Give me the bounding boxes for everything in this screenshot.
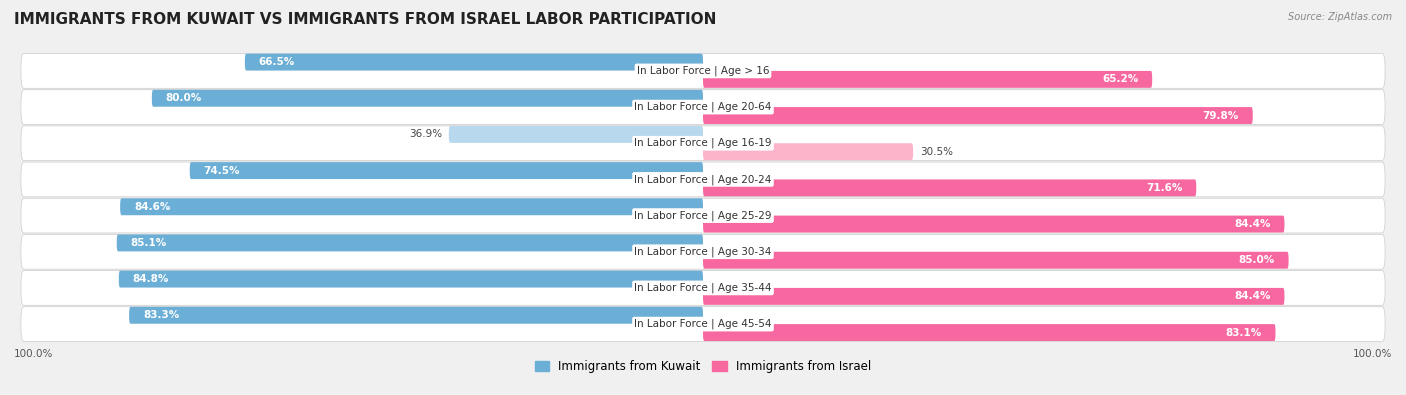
- Text: In Labor Force | Age > 16: In Labor Force | Age > 16: [637, 66, 769, 76]
- FancyBboxPatch shape: [152, 90, 703, 107]
- FancyBboxPatch shape: [21, 126, 1385, 161]
- Text: 84.8%: 84.8%: [132, 274, 169, 284]
- Text: IMMIGRANTS FROM KUWAIT VS IMMIGRANTS FROM ISRAEL LABOR PARTICIPATION: IMMIGRANTS FROM KUWAIT VS IMMIGRANTS FRO…: [14, 12, 717, 27]
- FancyBboxPatch shape: [703, 324, 1275, 341]
- Text: 71.6%: 71.6%: [1146, 183, 1182, 193]
- Text: In Labor Force | Age 20-24: In Labor Force | Age 20-24: [634, 174, 772, 185]
- FancyBboxPatch shape: [21, 54, 1385, 88]
- FancyBboxPatch shape: [21, 198, 1385, 233]
- FancyBboxPatch shape: [703, 216, 1285, 233]
- FancyBboxPatch shape: [118, 271, 703, 288]
- FancyBboxPatch shape: [129, 307, 703, 324]
- Text: 84.4%: 84.4%: [1234, 292, 1271, 301]
- Text: 83.1%: 83.1%: [1226, 327, 1261, 338]
- Text: 84.4%: 84.4%: [1234, 219, 1271, 229]
- Text: 84.6%: 84.6%: [134, 202, 170, 212]
- FancyBboxPatch shape: [117, 235, 703, 251]
- Text: Source: ZipAtlas.com: Source: ZipAtlas.com: [1288, 12, 1392, 22]
- Text: 80.0%: 80.0%: [166, 93, 202, 103]
- Text: In Labor Force | Age 20-64: In Labor Force | Age 20-64: [634, 102, 772, 112]
- Text: 85.0%: 85.0%: [1239, 255, 1275, 265]
- Text: In Labor Force | Age 45-54: In Labor Force | Age 45-54: [634, 319, 772, 329]
- Text: 36.9%: 36.9%: [409, 130, 441, 139]
- FancyBboxPatch shape: [703, 252, 1289, 269]
- FancyBboxPatch shape: [21, 307, 1385, 341]
- Text: 100.0%: 100.0%: [14, 349, 53, 359]
- FancyBboxPatch shape: [120, 198, 703, 215]
- Text: In Labor Force | Age 30-34: In Labor Force | Age 30-34: [634, 246, 772, 257]
- Text: 65.2%: 65.2%: [1102, 74, 1139, 85]
- FancyBboxPatch shape: [21, 234, 1385, 269]
- Text: In Labor Force | Age 25-29: In Labor Force | Age 25-29: [634, 210, 772, 221]
- FancyBboxPatch shape: [21, 271, 1385, 305]
- FancyBboxPatch shape: [703, 107, 1253, 124]
- FancyBboxPatch shape: [449, 126, 703, 143]
- FancyBboxPatch shape: [190, 162, 703, 179]
- FancyBboxPatch shape: [703, 143, 912, 160]
- Text: In Labor Force | Age 16-19: In Labor Force | Age 16-19: [634, 138, 772, 149]
- FancyBboxPatch shape: [21, 162, 1385, 197]
- Text: 79.8%: 79.8%: [1202, 111, 1239, 120]
- Text: 66.5%: 66.5%: [259, 57, 295, 67]
- FancyBboxPatch shape: [703, 179, 1197, 196]
- Text: 83.3%: 83.3%: [143, 310, 179, 320]
- FancyBboxPatch shape: [703, 288, 1285, 305]
- Text: 100.0%: 100.0%: [1353, 349, 1392, 359]
- FancyBboxPatch shape: [703, 71, 1152, 88]
- Text: 30.5%: 30.5%: [920, 147, 953, 157]
- Text: In Labor Force | Age 35-44: In Labor Force | Age 35-44: [634, 283, 772, 293]
- Text: 74.5%: 74.5%: [204, 166, 240, 176]
- Text: 85.1%: 85.1%: [131, 238, 167, 248]
- Legend: Immigrants from Kuwait, Immigrants from Israel: Immigrants from Kuwait, Immigrants from …: [530, 355, 876, 378]
- FancyBboxPatch shape: [21, 90, 1385, 124]
- FancyBboxPatch shape: [245, 54, 703, 71]
